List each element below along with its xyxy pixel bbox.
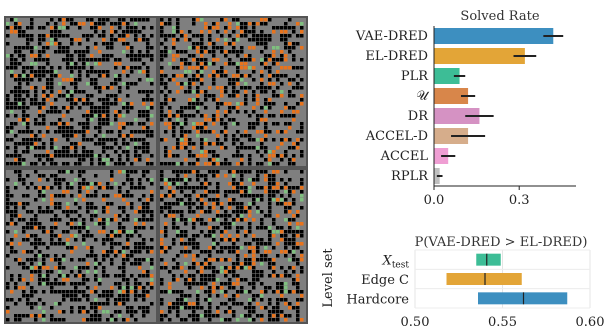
solved-rate-category-label: ACCEL xyxy=(380,149,429,164)
solved-rate-bar xyxy=(434,88,469,104)
probability-interval-bar xyxy=(476,253,501,266)
solved-rate-bar xyxy=(434,28,554,44)
maze-level-2 xyxy=(160,18,306,166)
solved-rate-bar xyxy=(434,108,480,124)
solved-rate-tick-label: 0.0 xyxy=(424,193,445,208)
solved-rate-category-label: DR xyxy=(408,109,429,124)
solved-rate-bar xyxy=(434,48,525,64)
probability-interval-bar xyxy=(478,292,568,305)
probability-category-label: Edge C xyxy=(361,273,409,288)
probability-tick-label: 0.60 xyxy=(576,315,605,330)
solved-rate-category-label: PLR xyxy=(401,69,429,84)
maze-level-1 xyxy=(6,18,156,166)
solved-rate-title: Solved Rate xyxy=(460,9,539,24)
probability-tick-label: 0.50 xyxy=(401,315,430,330)
solved-rate-category-label: RPLR xyxy=(391,169,429,184)
probability-title: P(VAE-DRED > EL-DRED) xyxy=(415,235,588,250)
probability-tick-label: 0.55 xyxy=(488,315,517,330)
solved-rate-category-label: 𝒰 xyxy=(416,89,430,104)
solved-rate-category-label: ACCEL-D xyxy=(365,129,428,144)
probability-category-label: Xtest xyxy=(382,254,410,271)
maze-level-4 xyxy=(160,170,306,322)
solved-rate-bar xyxy=(434,68,460,84)
probability-category-subscript: test xyxy=(392,261,410,271)
solved-rate-category-label: EL-DRED xyxy=(365,49,428,64)
maze-level-3 xyxy=(6,170,156,322)
probability-category-main: X xyxy=(382,254,393,269)
probability-interval-bar xyxy=(446,273,522,285)
probability-category-label: Hardcore xyxy=(346,292,409,307)
level-set-axis-label: Level set xyxy=(321,248,336,308)
probability-category-main: Edge C xyxy=(361,273,409,288)
solved-rate-tick-label: 0.3 xyxy=(509,193,530,208)
solved-rate-bar xyxy=(434,128,469,144)
probability-category-main: Hardcore xyxy=(346,292,409,307)
solved-rate-category-label: VAE-DRED xyxy=(355,29,428,44)
